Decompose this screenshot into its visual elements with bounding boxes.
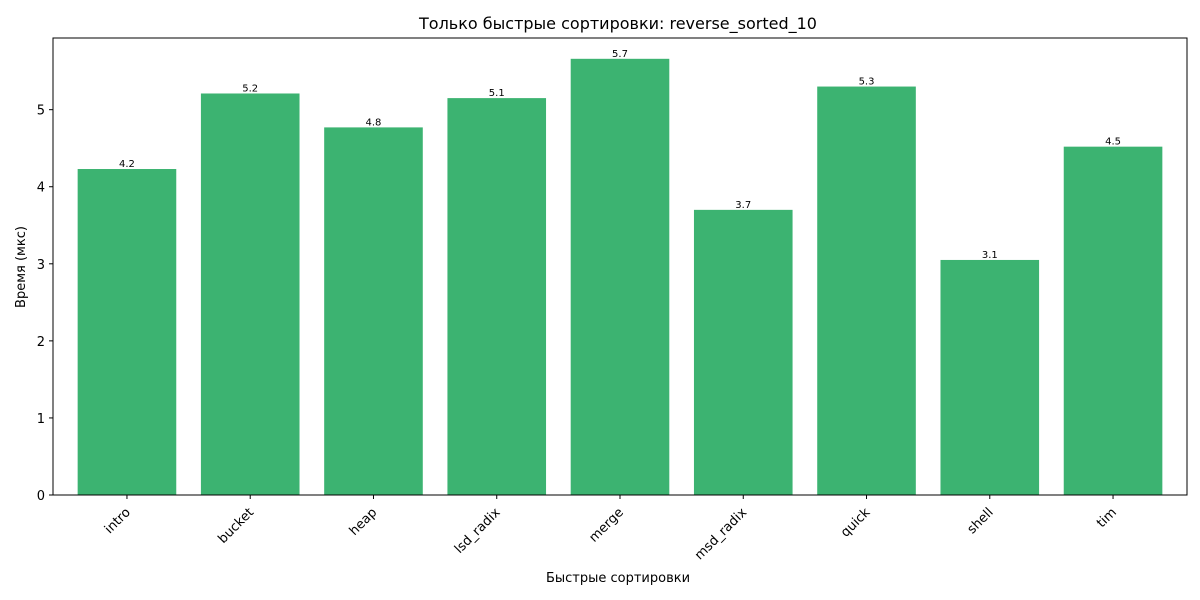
- data-label: 4.5: [1105, 137, 1121, 148]
- x-tick-label: heap: [347, 505, 381, 539]
- x-tick-label: bucket: [215, 505, 257, 547]
- bar-tim: [1063, 146, 1163, 496]
- x-axis-label: Быстрые сортировки: [546, 571, 690, 586]
- y-tick-label: 5: [37, 104, 45, 119]
- x-tick-label: shell: [965, 505, 997, 537]
- x-tick-label: merge: [587, 505, 627, 545]
- bar-heap: [324, 127, 423, 495]
- data-label: 5.2: [242, 83, 258, 94]
- bar-merge: [570, 58, 670, 495]
- x-tick-label: intro: [102, 505, 134, 537]
- bar-msd-radix: [693, 209, 793, 495]
- y-axis-ticks: 0 1 2 3 4 5: [37, 104, 53, 504]
- bar-bucket: [200, 93, 300, 495]
- x-tick-label: lsd_radix: [452, 505, 504, 557]
- x-tick-label: msd_radix: [692, 505, 750, 563]
- y-tick-label: 1: [37, 412, 45, 427]
- bar-shell: [940, 259, 1040, 495]
- bars-group: 4.2 5.2 4.8 5.1 5.7 3.7 5.3 3.1 4.5: [77, 49, 1163, 496]
- data-label: 5.3: [859, 77, 875, 88]
- x-tick-label: tim: [1094, 505, 1120, 531]
- y-tick-label: 2: [37, 335, 45, 350]
- bar-intro: [77, 169, 177, 495]
- data-label: 3.7: [735, 200, 751, 211]
- data-label: 5.7: [612, 49, 628, 60]
- plot-area-frame: [52, 37, 1188, 496]
- y-tick-label: 0: [37, 489, 45, 504]
- x-tick-label: quick: [838, 505, 874, 541]
- data-label: 3.1: [982, 250, 998, 261]
- data-label: 4.2: [119, 159, 135, 170]
- y-axis-label: Время (мкс): [14, 226, 29, 308]
- data-label: 4.8: [366, 117, 382, 128]
- bar-quick: [817, 86, 916, 496]
- x-axis-ticks: intro bucket heap lsd_radix merge msd_radix qu…: [102, 495, 1120, 563]
- data-label: 5.1: [489, 88, 505, 99]
- y-tick-label: 4: [37, 181, 45, 196]
- chart-title: Только быстрые сортировки: reverse_sorte…: [418, 14, 817, 34]
- y-tick-label: 3: [37, 258, 45, 273]
- bar-lsd-radix: [447, 98, 547, 495]
